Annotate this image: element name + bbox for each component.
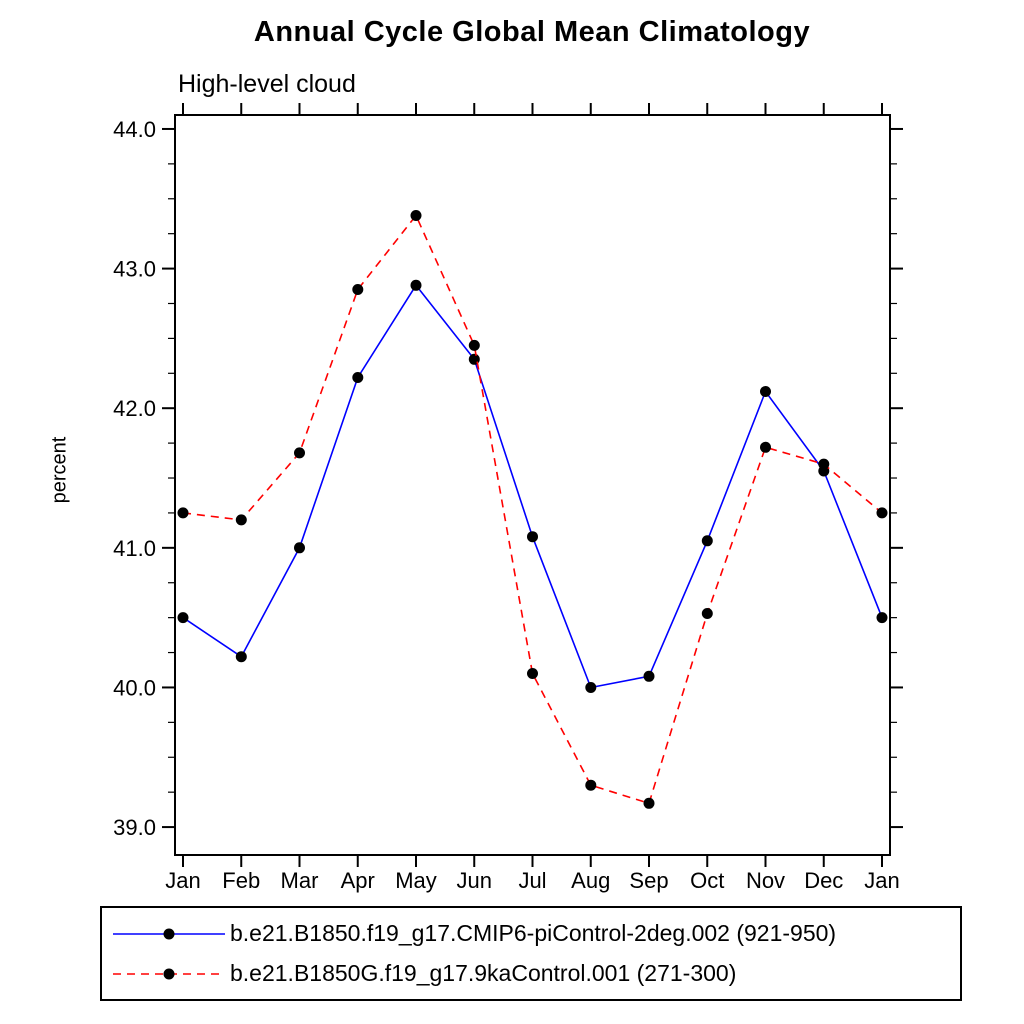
legend-row: b.e21.B1850G.f19_g17.9kaControl.001 (271… [110, 956, 960, 992]
y-tick-label: 43.0 [113, 257, 156, 282]
x-tick-label: May [395, 868, 437, 893]
y-axis-minor-ticks [168, 163, 897, 793]
y-axis-major-ticks [162, 127, 903, 829]
series-line-0 [182, 283, 883, 689]
chart-subtitle: High-level cloud [178, 70, 356, 98]
x-tick-label: Aug [571, 868, 610, 893]
x-tick-label: Jan [165, 868, 200, 893]
y-tick-label: 39.0 [113, 815, 156, 840]
y-tick-label: 40.0 [113, 675, 156, 700]
x-tick-label: Apr [341, 868, 375, 893]
y-tick-label: 41.0 [113, 536, 156, 561]
x-tick-label: Sep [629, 868, 668, 893]
series-markers-1 [177, 210, 888, 809]
y-tick-label: 44.0 [113, 117, 156, 142]
legend-marker-icon [163, 928, 175, 939]
plot-box [174, 114, 891, 856]
x-axis-ticks [182, 103, 883, 867]
legend-line-sample-1 [113, 968, 225, 979]
x-tick-label: Feb [222, 868, 260, 893]
legend-line-sample-0 [113, 928, 225, 939]
legend-marker-icon [163, 968, 175, 979]
y-axis-tick-labels: 39.0 40.0 41.0 42.0 43.0 44.0 [113, 117, 156, 840]
chart-title: Annual Cycle Global Mean Climatology [253, 16, 811, 48]
y-tick-label: 42.0 [113, 396, 156, 421]
x-tick-label: Mar [281, 868, 319, 893]
series-markers-0 [177, 279, 888, 693]
legend-label: b.e21.B1850G.f19_g17.9kaControl.001 (271… [230, 960, 737, 986]
x-tick-label: Jun [457, 868, 492, 893]
legend-row: b.e21.B1850.f19_g17.CMIP6-piControl-2deg… [110, 916, 960, 952]
series-line-1 [182, 213, 883, 805]
x-tick-label: Jul [518, 868, 546, 893]
x-axis-tick-labels: Jan Feb Mar Apr May Jun Jul Aug Sep Oct Nov Dec Jan [165, 868, 899, 893]
x-tick-label: Oct [690, 868, 724, 893]
legend-label: b.e21.B1850.f19_g17.CMIP6-piControl-2deg… [230, 920, 837, 946]
x-tick-label: Nov [746, 868, 785, 893]
legend-box: b.e21.B1850.f19_g17.CMIP6-piControl-2deg… [100, 906, 962, 1001]
x-tick-label: Dec [804, 868, 843, 893]
x-tick-label: Jan [864, 868, 899, 893]
